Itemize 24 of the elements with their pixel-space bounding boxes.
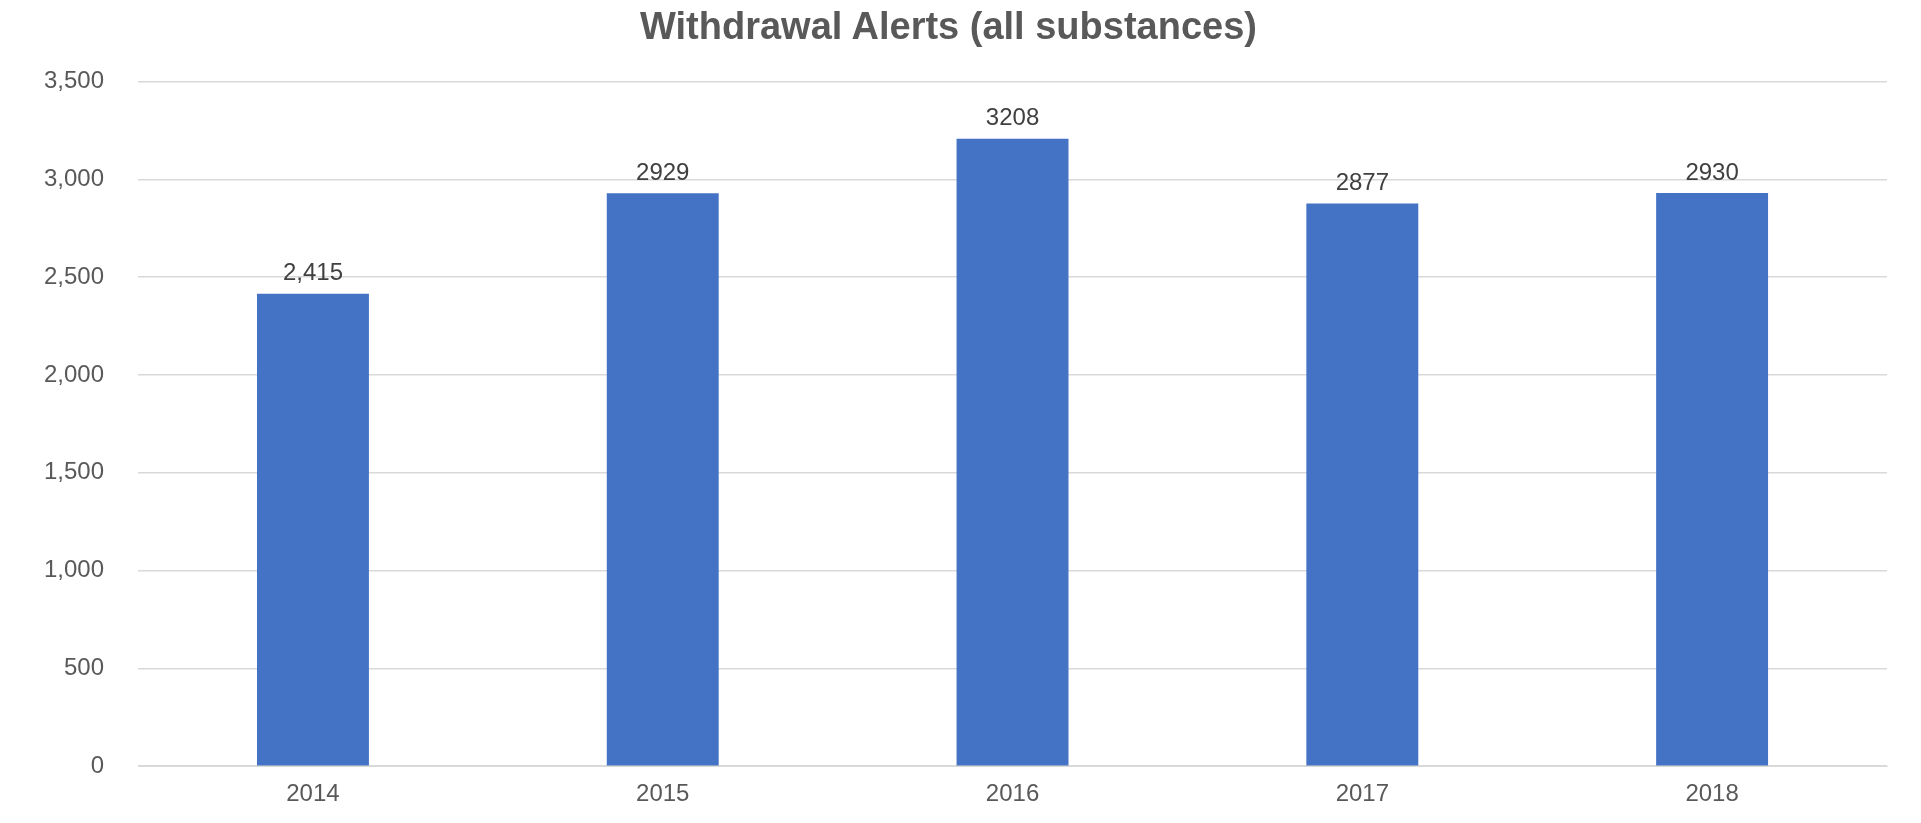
bar xyxy=(1656,193,1769,766)
y-tick-label: 0 xyxy=(90,750,105,778)
x-tick-label: 2018 xyxy=(1685,779,1739,807)
y-tick-label: 2,000 xyxy=(44,359,105,387)
data-label: 2930 xyxy=(1685,157,1739,185)
y-tick-label: 500 xyxy=(64,653,105,681)
bar xyxy=(256,293,369,766)
x-tick-label: 2016 xyxy=(985,779,1040,807)
data-label: 2877 xyxy=(1335,168,1390,196)
x-tick-label: 2017 xyxy=(1335,779,1390,807)
data-label: 2,415 xyxy=(282,258,343,286)
y-tick-label: 1,000 xyxy=(44,555,105,583)
bar xyxy=(1306,203,1419,766)
bar xyxy=(956,138,1069,766)
x-tick-label: 2014 xyxy=(286,779,340,807)
x-tick-label: 2015 xyxy=(636,779,690,807)
y-tick-label: 3,500 xyxy=(44,66,105,94)
y-tick-label: 3,000 xyxy=(44,164,105,192)
data-label: 2929 xyxy=(636,157,690,185)
chart-title: Withdrawal Alerts (all substances) xyxy=(640,5,1257,48)
bar xyxy=(606,193,719,766)
y-tick-label: 1,500 xyxy=(44,457,105,485)
y-tick-label: 2,500 xyxy=(44,261,105,289)
data-label: 3208 xyxy=(985,103,1040,131)
